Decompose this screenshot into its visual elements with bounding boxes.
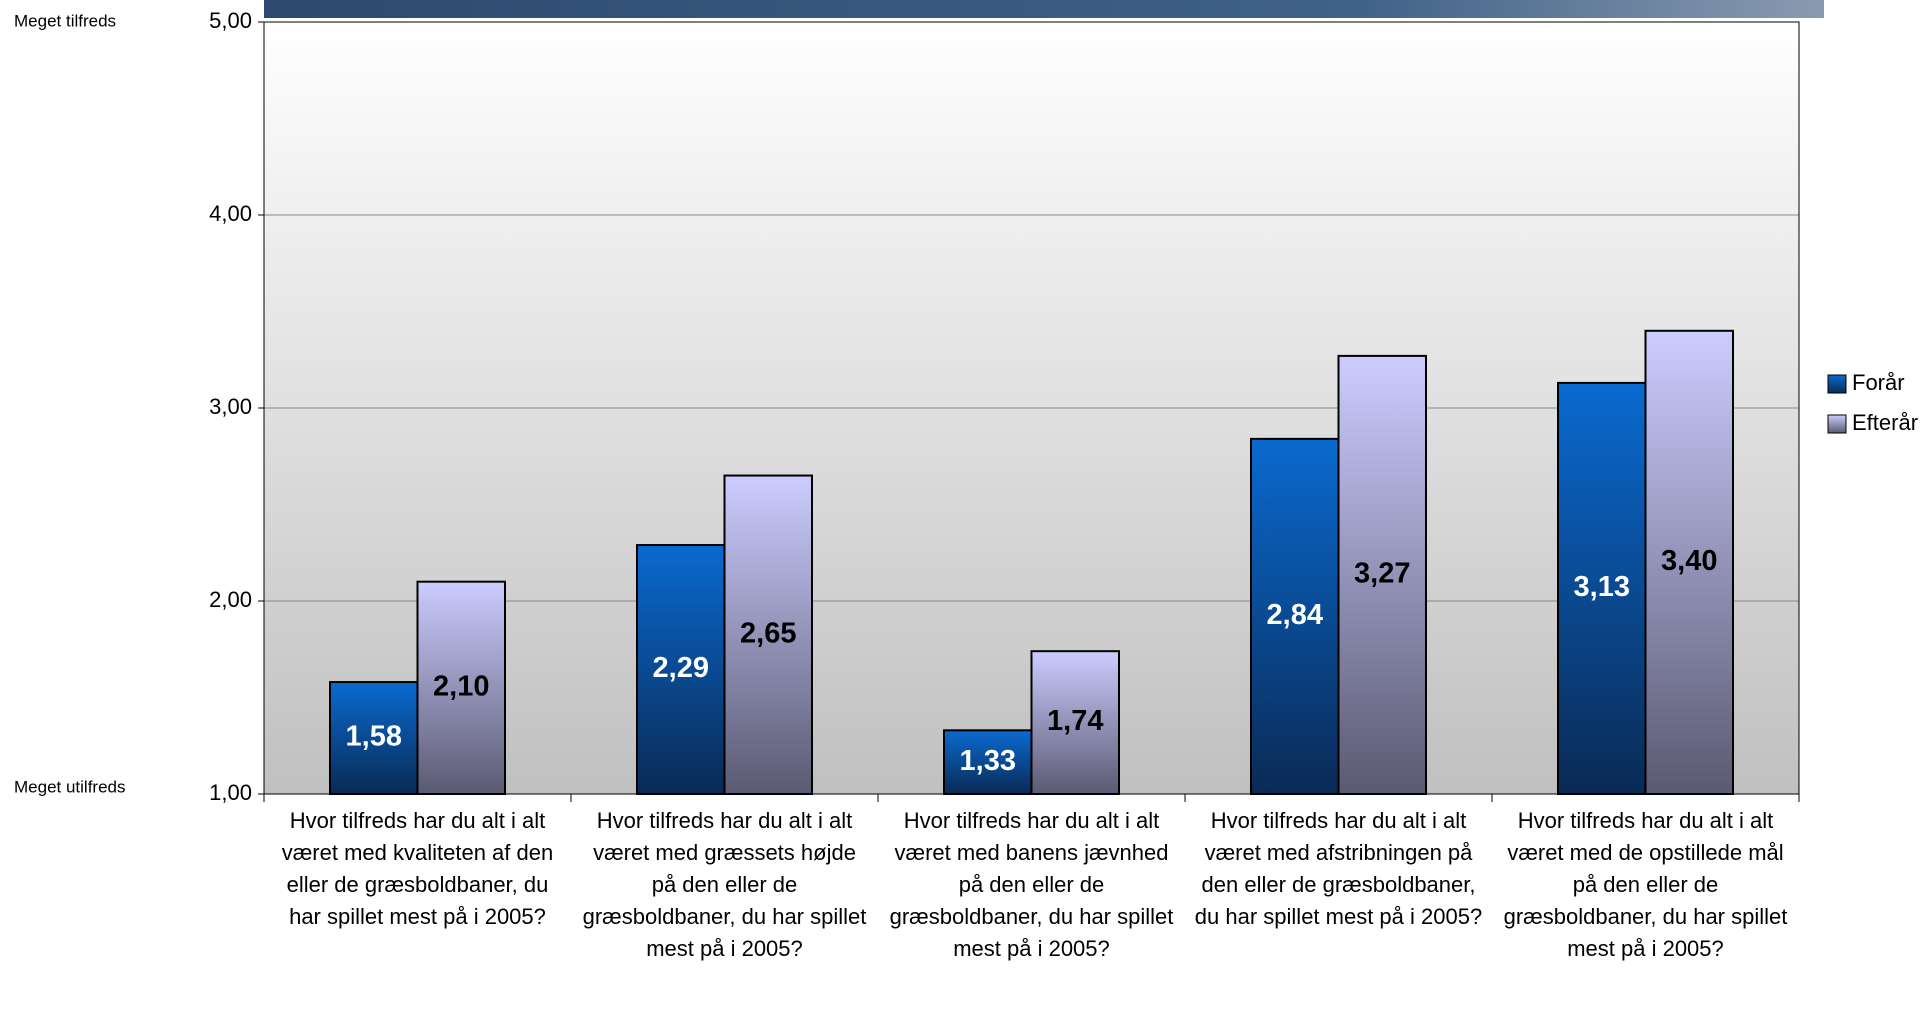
- y-tick-label: 1,00: [209, 780, 252, 805]
- y-tick-label: 3,00: [209, 394, 252, 419]
- value-label: 1,74: [1047, 705, 1103, 737]
- x-tick-label: Hvor tilfreds har du alt i alt været med…: [1500, 805, 1791, 965]
- x-tick-label: Hvor tilfreds har du alt i alt været med…: [1193, 805, 1484, 933]
- page: 1,58 2,10 2,29 2,65 1,33 1,74 2,84 3,27 3,13 3,40…: [0, 0, 1928, 1009]
- x-tick-label: Hvor tilfreds har du alt i alt været med…: [579, 805, 870, 965]
- value-label: 3,27: [1354, 558, 1410, 590]
- value-label: 2,65: [740, 617, 796, 649]
- legend-swatch: [1828, 415, 1846, 433]
- y-tick-label: 4,00: [209, 201, 252, 226]
- legend-label: Efterår: [1852, 410, 1918, 435]
- value-label: 2,84: [1267, 599, 1323, 631]
- y-tick-label: 2,00: [209, 587, 252, 612]
- value-label: 2,10: [433, 671, 489, 703]
- value-label: 1,58: [346, 721, 402, 753]
- x-tick-label: Hvor tilfreds har du alt i alt været med…: [886, 805, 1177, 965]
- y-tick-label: 5,00: [209, 8, 252, 33]
- banner-image: [264, 0, 1824, 18]
- value-label: 3,13: [1574, 571, 1630, 603]
- x-tick-label: Hvor tilfreds har du alt i alt været med…: [272, 805, 563, 933]
- annotation: Meget tilfreds: [14, 11, 116, 30]
- value-label: 1,33: [960, 745, 1016, 777]
- annotation: Meget utilfreds: [14, 777, 126, 796]
- value-label: 3,40: [1661, 545, 1717, 577]
- legend-swatch: [1828, 375, 1846, 393]
- legend-label: Forår: [1852, 370, 1905, 395]
- value-label: 2,29: [653, 652, 709, 684]
